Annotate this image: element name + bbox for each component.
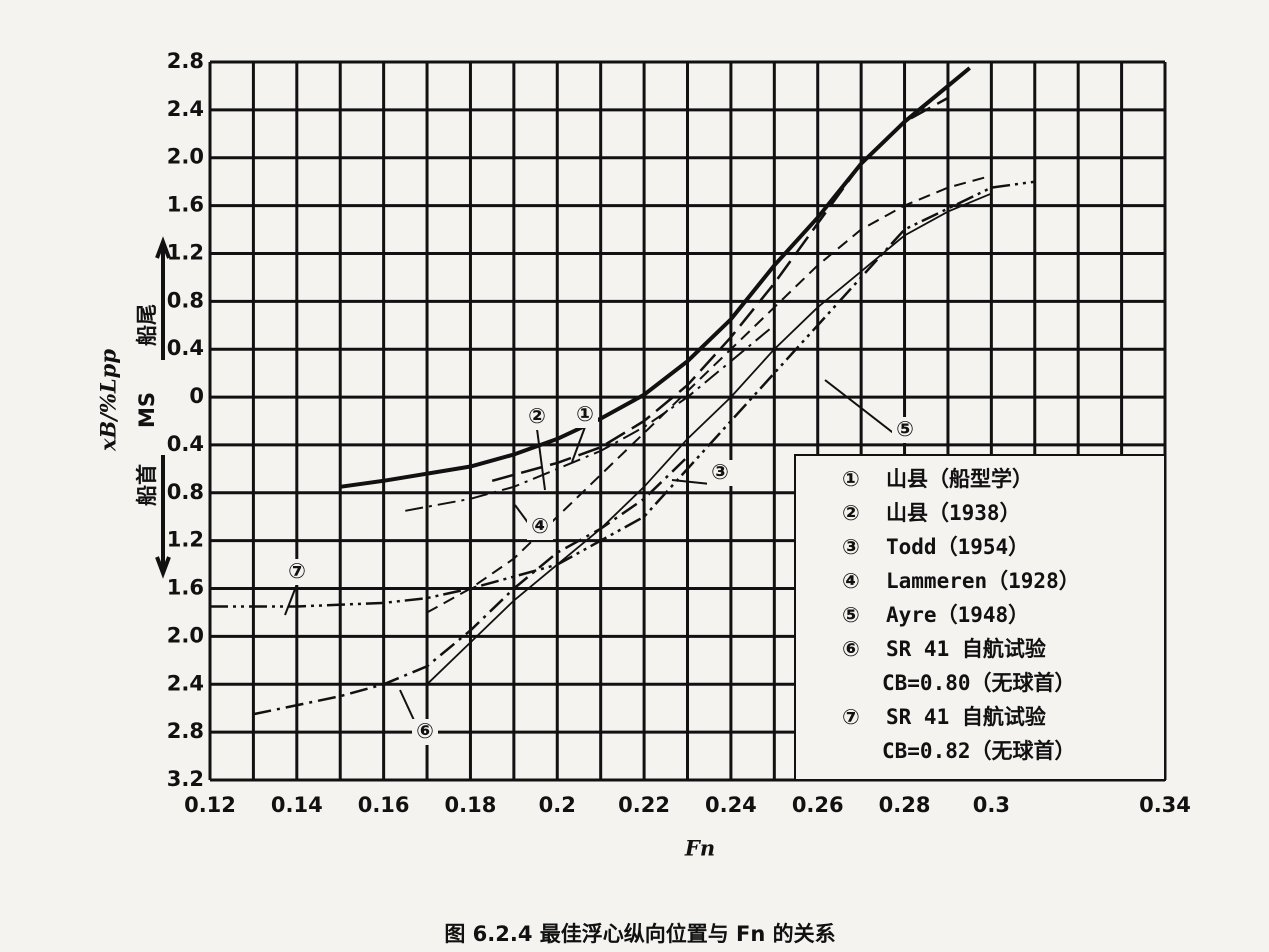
callout-leader — [284, 583, 298, 616]
callout-label: ⑤ — [896, 417, 914, 441]
y-tick-label: 1.6 — [167, 576, 204, 600]
y-tick-label: 2.0 — [167, 623, 204, 647]
legend-marker: ④ — [842, 569, 860, 593]
callout-leader — [571, 426, 586, 463]
series-line — [426, 192, 992, 685]
y-tick-label: 0.8 — [167, 288, 204, 312]
callout-label: ④ — [531, 514, 549, 538]
callout-leader — [536, 428, 546, 491]
x-tick-label: 0.16 — [358, 793, 410, 817]
legend-marker: ② — [842, 501, 860, 525]
legend-label: Ayre（1948） — [886, 603, 1029, 627]
legend-box — [794, 454, 1166, 781]
callout-bg — [284, 559, 310, 585]
callout-bg — [527, 514, 553, 540]
callout-leader — [824, 379, 906, 443]
x-tick-label: 0.18 — [445, 793, 497, 817]
midship-label: MS — [135, 392, 159, 428]
y-tick-label: 3.2 — [167, 767, 204, 791]
y-tick-label: 1.2 — [167, 528, 204, 552]
x-axis-label: Fn — [684, 836, 715, 861]
legend-label: Todd（1954） — [886, 535, 1029, 559]
x-tick-label: 0.34 — [1139, 793, 1191, 817]
y-tick-label: 0.4 — [167, 336, 204, 360]
callout-bg — [524, 404, 550, 430]
series-line — [405, 324, 775, 512]
legend-label: 山县（船型学） — [886, 467, 1033, 491]
legend-label: 山县（1938） — [886, 501, 1021, 525]
y-tick-label: 0 — [189, 384, 204, 408]
legend-label: SR 41 自航试验 — [886, 705, 1046, 729]
callout-bg — [892, 417, 918, 443]
legend-marker: ⑦ — [842, 705, 860, 729]
series-line — [253, 456, 689, 716]
callout-bg — [707, 460, 733, 486]
callout-bg — [572, 402, 598, 428]
aft-label: 船尾 — [135, 304, 159, 346]
x-tick-label: 0.24 — [705, 793, 757, 817]
series-line — [339, 66, 971, 489]
y-axis-label: xB/%Lpp — [96, 349, 121, 452]
series-line — [491, 96, 949, 483]
y-tick-label: 2.4 — [167, 671, 204, 695]
legend-marker: ③ — [842, 535, 860, 559]
legend-marker: ⑤ — [842, 603, 860, 627]
legend-label: Lammeren（1928） — [886, 569, 1080, 593]
y-tick-label: 1.6 — [167, 193, 204, 217]
fore-label: 船首 — [135, 464, 159, 506]
legend-label-line2: CB=0.80（无球首） — [882, 671, 1076, 695]
y-tick-label: 1.2 — [167, 240, 204, 264]
y-tick-label: 2.8 — [167, 719, 204, 743]
legend-marker: ⑥ — [842, 637, 860, 661]
callout-label: ① — [576, 402, 594, 426]
aft-arrow — [155, 236, 171, 360]
callout-label: ③ — [711, 460, 729, 484]
y-tick-label: 2.4 — [167, 97, 204, 121]
x-tick-label: 0.26 — [792, 793, 844, 817]
x-tick-label: 0.2 — [539, 793, 576, 817]
x-tick-label: 0.12 — [184, 793, 236, 817]
x-tick-label: 0.22 — [618, 793, 670, 817]
legend-label-line2: CB=0.82（无球首） — [882, 739, 1076, 763]
x-tick-label: 0.28 — [879, 793, 931, 817]
series-line — [210, 180, 1035, 608]
callout-bg — [412, 719, 438, 745]
y-tick-label: 0.8 — [167, 480, 204, 504]
y-tick-label: 2.8 — [167, 49, 204, 73]
x-tick-label: 0.14 — [271, 793, 323, 817]
y-tick-label: 0.4 — [167, 432, 204, 456]
legend-marker: ① — [842, 467, 860, 491]
y-tick-label: 2.0 — [167, 145, 204, 169]
x-tick-label: 0.3 — [973, 793, 1010, 817]
legend-label: SR 41 自航试验 — [886, 637, 1046, 661]
figure-caption: 图 6.2.4 最佳浮心纵向位置与 Fn 的关系 — [444, 922, 835, 946]
callout-label: ② — [528, 404, 546, 428]
fore-arrow — [155, 455, 171, 579]
callout-label: ⑦ — [288, 559, 306, 583]
callout-label: ⑥ — [416, 719, 434, 743]
